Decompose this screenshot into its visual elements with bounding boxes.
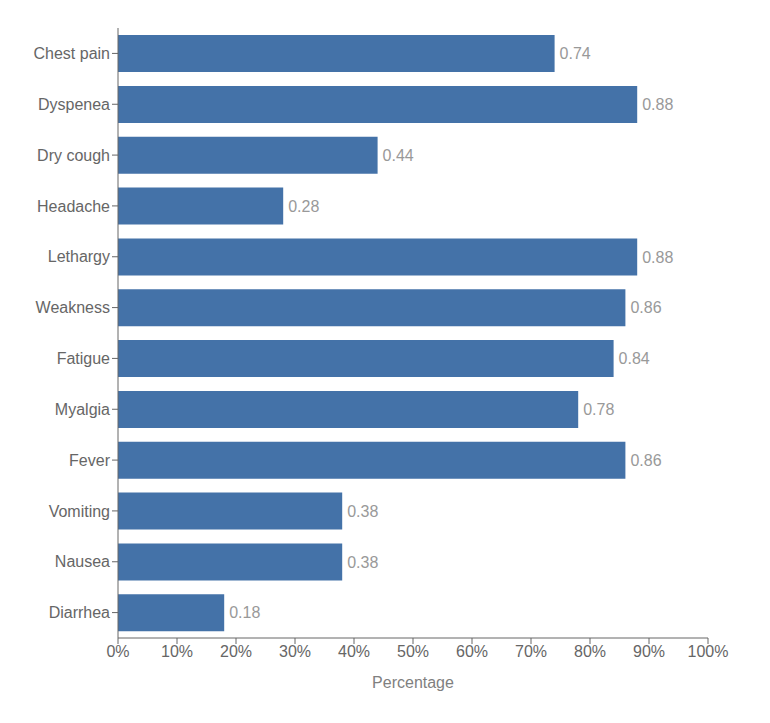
- svg-text:Fever: Fever: [69, 452, 111, 469]
- svg-text:0.38: 0.38: [347, 554, 378, 571]
- svg-text:Fatigue: Fatigue: [57, 350, 110, 367]
- svg-text:Nausea: Nausea: [55, 553, 110, 570]
- svg-text:70%: 70%: [515, 643, 547, 660]
- svg-text:0.74: 0.74: [560, 45, 591, 62]
- svg-text:Myalgia: Myalgia: [55, 401, 110, 418]
- svg-text:Percentage: Percentage: [372, 674, 454, 691]
- svg-text:Diarrhea: Diarrhea: [49, 604, 110, 621]
- svg-text:80%: 80%: [574, 643, 606, 660]
- svg-text:100%: 100%: [688, 643, 729, 660]
- svg-text:20%: 20%: [220, 643, 252, 660]
- svg-text:0%: 0%: [106, 643, 129, 660]
- svg-text:30%: 30%: [279, 643, 311, 660]
- svg-text:90%: 90%: [633, 643, 665, 660]
- svg-text:10%: 10%: [161, 643, 193, 660]
- svg-text:0.86: 0.86: [630, 299, 661, 316]
- svg-text:0.44: 0.44: [383, 147, 414, 164]
- svg-text:0.38: 0.38: [347, 503, 378, 520]
- svg-text:0.84: 0.84: [619, 350, 650, 367]
- svg-text:0.88: 0.88: [642, 249, 673, 266]
- svg-text:40%: 40%: [338, 643, 370, 660]
- svg-text:Weakness: Weakness: [36, 299, 110, 316]
- svg-text:0.88: 0.88: [642, 96, 673, 113]
- svg-text:0.28: 0.28: [288, 198, 319, 215]
- svg-text:Lethargy: Lethargy: [48, 248, 110, 265]
- svg-text:0.18: 0.18: [229, 604, 260, 621]
- svg-text:Chest pain: Chest pain: [34, 45, 111, 62]
- svg-text:Dyspenea: Dyspenea: [38, 96, 110, 113]
- svg-text:Headache: Headache: [37, 198, 110, 215]
- svg-text:50%: 50%: [397, 643, 429, 660]
- svg-text:60%: 60%: [456, 643, 488, 660]
- svg-text:0.78: 0.78: [583, 401, 614, 418]
- svg-text:Dry cough: Dry cough: [37, 147, 110, 164]
- svg-text:Vomiting: Vomiting: [49, 503, 110, 520]
- svg-text:0.86: 0.86: [630, 452, 661, 469]
